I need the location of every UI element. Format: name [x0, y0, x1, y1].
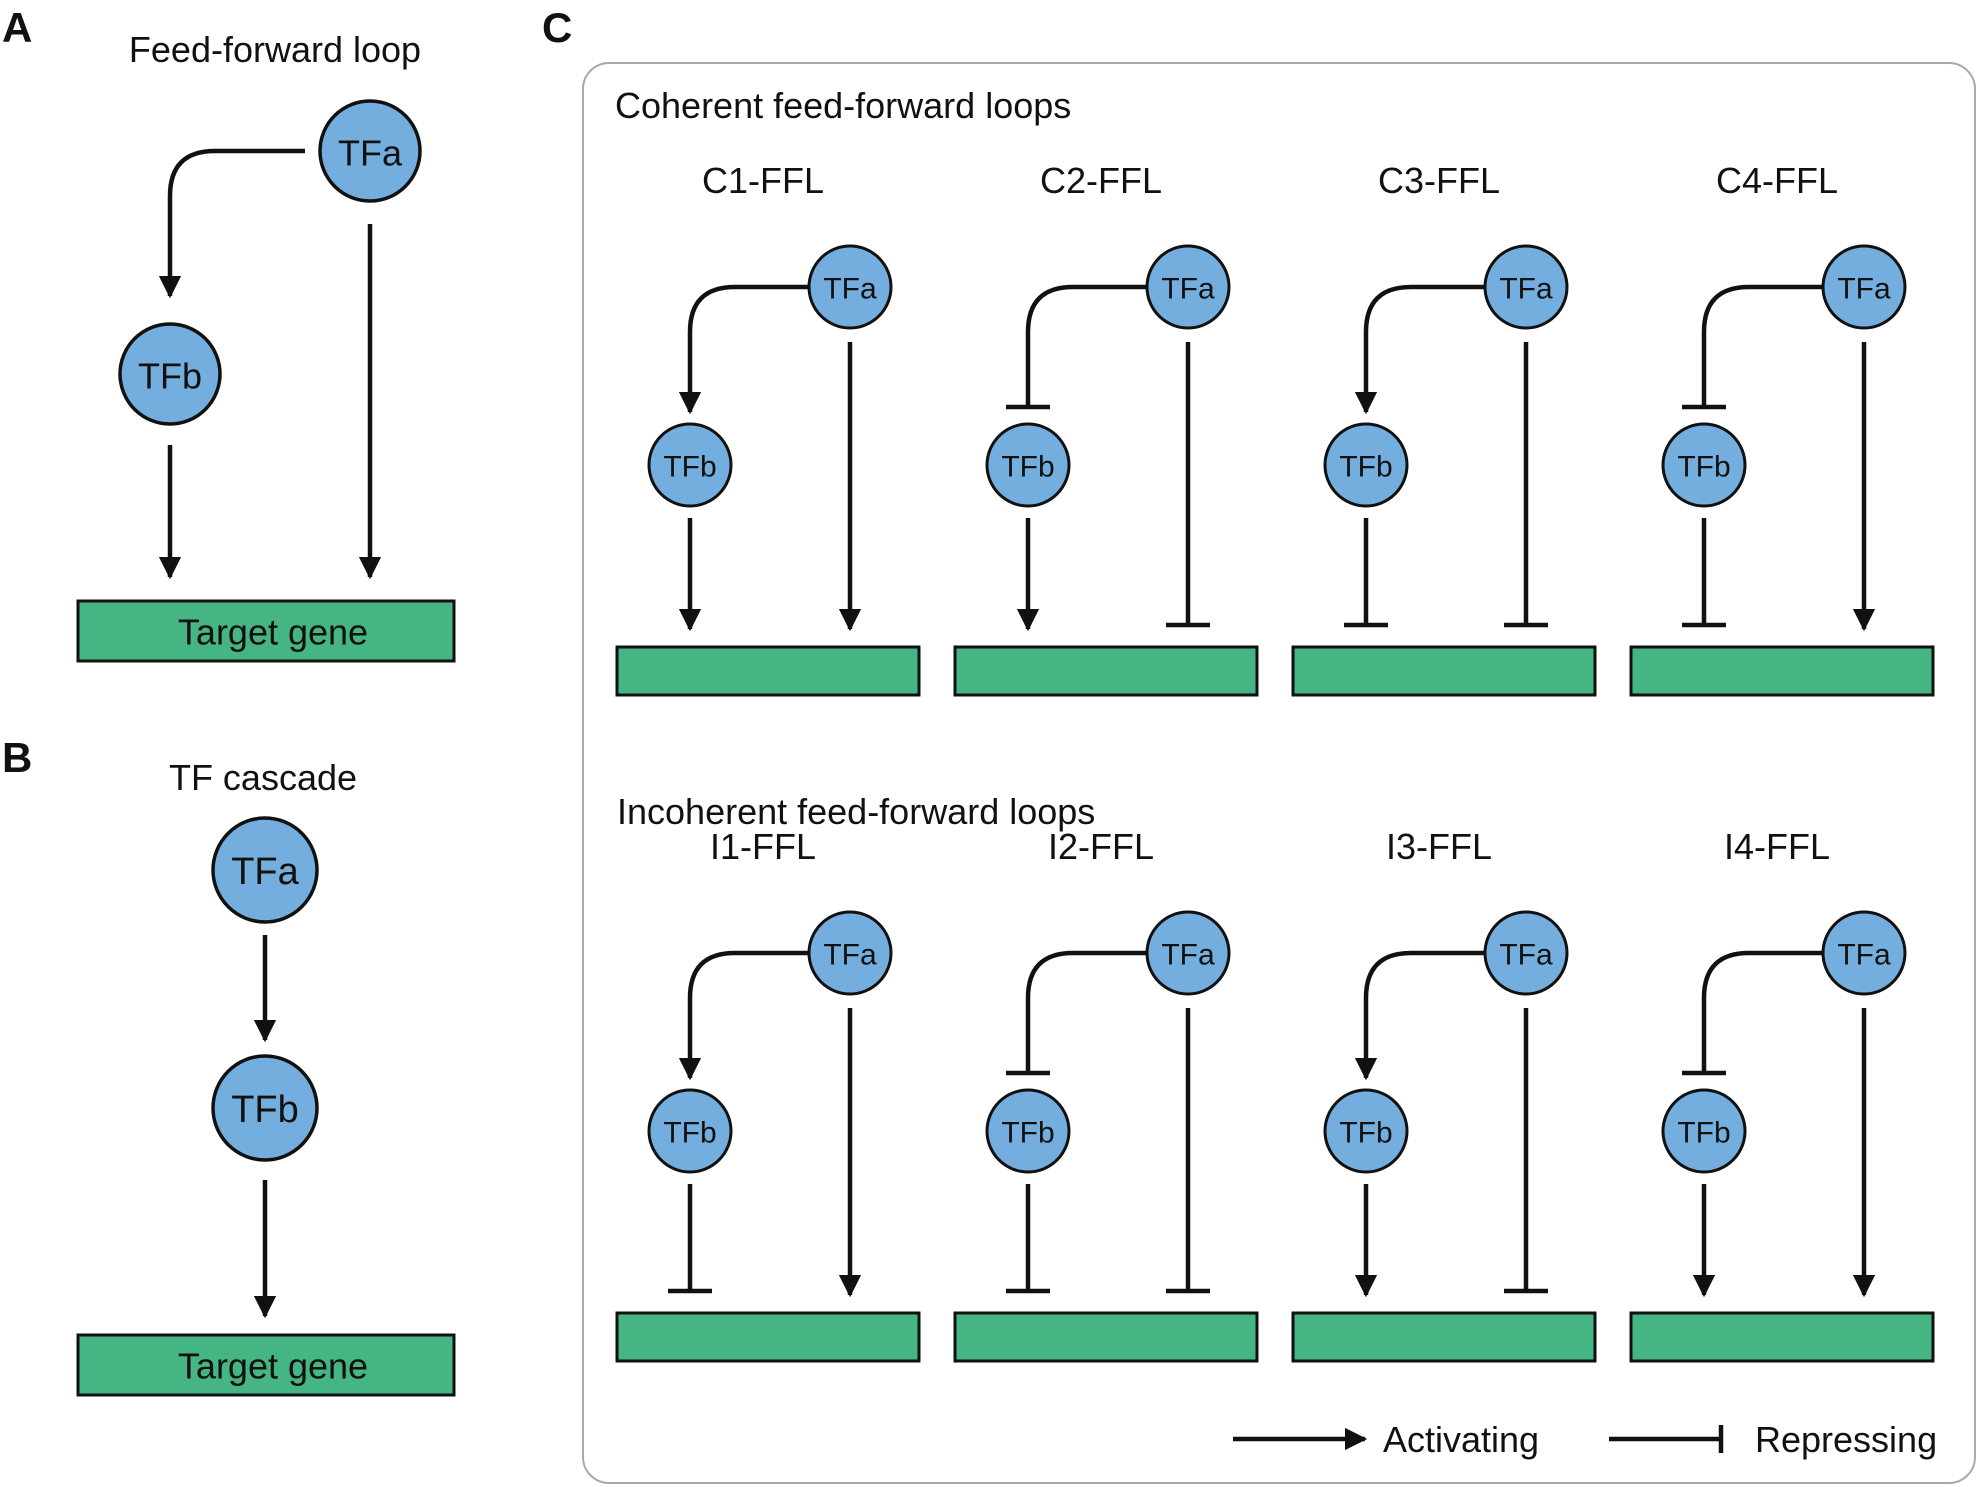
node-tfb: TFb — [985, 422, 1071, 508]
panel-a: A Feed-forward loop TFa TFb Target gene — [2, 4, 456, 663]
motif-c3-ffl: C3-FFL TFa TFb — [1291, 160, 1597, 697]
motif-label: I1-FFL — [710, 826, 816, 867]
legend-repressing: Repressing — [1609, 1419, 1937, 1460]
target-gene-box — [1629, 645, 1935, 697]
motif-label: I2-FFL — [1048, 826, 1154, 867]
node-tfa: TFa — [1821, 910, 1907, 996]
node-tfa: TFa — [1145, 244, 1231, 330]
target-gene-box — [615, 645, 921, 697]
motif-label: C3-FFL — [1378, 160, 1500, 201]
legend-repressing-label: Repressing — [1755, 1419, 1937, 1460]
panel-c-border — [582, 62, 1976, 1484]
node-a-tfa: TFa — [318, 99, 422, 203]
motif-c2-ffl: C2-FFL TFa TFb — [953, 160, 1259, 697]
node-tfa: TFa — [1483, 244, 1569, 330]
node-tfa: TFa — [807, 910, 893, 996]
node-tfa-label: TFa — [1161, 939, 1215, 972]
target-gene-a: Target gene — [76, 599, 456, 663]
node-b-tfa-label: TFa — [231, 851, 299, 893]
node-b-tfb-label: TFb — [231, 1089, 299, 1131]
node-tfb: TFb — [1323, 1088, 1409, 1174]
motif-label: C4-FFL — [1716, 160, 1838, 201]
node-tfb: TFb — [647, 422, 733, 508]
target-gene-box — [1629, 1311, 1935, 1363]
coherent-heading: Coherent feed-forward loops — [615, 85, 1071, 126]
legend-activating: Activating — [1233, 1419, 1539, 1460]
edge-tfa-to-tfb-repressing — [1025, 284, 1148, 407]
node-tfb-label: TFb — [663, 451, 716, 484]
ffl-motif-grid: C1-FFLTFaTFbC2-FFLTFaTFbC3-FFLTFaTFbC4-F… — [615, 160, 1935, 1363]
node-tfa-label: TFa — [1837, 939, 1891, 972]
node-tfb: TFb — [985, 1088, 1071, 1174]
node-b-tfb: TFb — [211, 1054, 319, 1162]
edge-tfa-to-tfb-activating — [678, 284, 810, 415]
edge-a-tfa-to-tfb — [158, 148, 305, 299]
node-b-tfa: TFa — [211, 816, 319, 924]
node-tfb-label: TFb — [1001, 1117, 1054, 1150]
legend-activating-label: Activating — [1383, 1419, 1539, 1460]
node-tfa: TFa — [1821, 244, 1907, 330]
panel-c: C Coherent feed-forward loops Incoherent… — [542, 4, 1976, 1484]
node-tfb-label: TFb — [1339, 1117, 1392, 1150]
panel-b-title: TF cascade — [169, 757, 357, 798]
motif-label: C1-FFL — [702, 160, 824, 201]
node-tfb-label: TFb — [1001, 451, 1054, 484]
edge-tfa-to-tfb-activating — [1354, 284, 1486, 415]
motif-label: I4-FFL — [1724, 826, 1830, 867]
panel-a-letter: A — [2, 4, 32, 51]
motif-i3-ffl: I3-FFL TFa TFb — [1291, 826, 1597, 1363]
node-tfb: TFb — [1661, 1088, 1747, 1174]
target-gene-box — [1291, 1311, 1597, 1363]
motif-c4-ffl: C4-FFL TFa TFb — [1629, 160, 1935, 697]
node-tfb: TFb — [1323, 422, 1409, 508]
panel-c-letter: C — [542, 4, 572, 51]
target-gene-box — [615, 1311, 921, 1363]
node-a-tfa-label: TFa — [338, 133, 403, 174]
node-tfb-label: TFb — [1677, 1117, 1730, 1150]
legend: Activating Repressing — [1233, 1419, 1937, 1460]
node-tfb-label: TFb — [663, 1117, 716, 1150]
node-tfb-label: TFb — [1677, 451, 1730, 484]
target-gene-box — [953, 645, 1259, 697]
panel-b-letter: B — [2, 734, 32, 781]
edge-tfa-to-tfb-repressing — [1701, 950, 1824, 1073]
motif-c1-ffl: C1-FFL TFa TFb — [615, 160, 921, 697]
node-tfa: TFa — [1145, 910, 1231, 996]
edge-tfa-to-tfb-repressing — [1701, 284, 1824, 407]
edge-tfa-to-tfb-repressing — [1025, 950, 1148, 1073]
node-tfa: TFa — [1483, 910, 1569, 996]
edge-tfa-to-tfb-activating — [1354, 950, 1486, 1081]
motif-i4-ffl: I4-FFL TFa TFb — [1629, 826, 1935, 1363]
incoherent-heading: Incoherent feed-forward loops — [617, 791, 1095, 832]
motif-label: C2-FFL — [1040, 160, 1162, 201]
panel-a-title: Feed-forward loop — [129, 29, 421, 70]
node-tfa-label: TFa — [823, 273, 877, 306]
motif-i2-ffl: I2-FFL TFa TFb — [953, 826, 1259, 1363]
target-gene-b-label: Target gene — [178, 1346, 368, 1387]
target-gene-box — [1291, 645, 1597, 697]
panel-b: B TF cascade TFa TFb Target gene — [2, 734, 456, 1397]
node-tfb: TFb — [647, 1088, 733, 1174]
node-tfb: TFb — [1661, 422, 1747, 508]
node-tfa-label: TFa — [1499, 273, 1553, 306]
node-tfa-label: TFa — [1161, 273, 1215, 306]
node-tfa-label: TFa — [1499, 939, 1553, 972]
motif-label: I3-FFL — [1386, 826, 1492, 867]
edge-tfa-to-tfb-activating — [678, 950, 810, 1081]
node-tfa-label: TFa — [823, 939, 877, 972]
target-gene-box — [953, 1311, 1259, 1363]
node-a-tfb-label: TFb — [138, 356, 202, 397]
target-gene-a-label: Target gene — [178, 612, 368, 653]
target-gene-b: Target gene — [76, 1333, 456, 1397]
node-tfb-label: TFb — [1339, 451, 1392, 484]
node-a-tfb: TFb — [118, 322, 222, 426]
node-tfa: TFa — [807, 244, 893, 330]
motif-i1-ffl: I1-FFL TFa TFb — [615, 826, 921, 1363]
node-tfa-label: TFa — [1837, 273, 1891, 306]
